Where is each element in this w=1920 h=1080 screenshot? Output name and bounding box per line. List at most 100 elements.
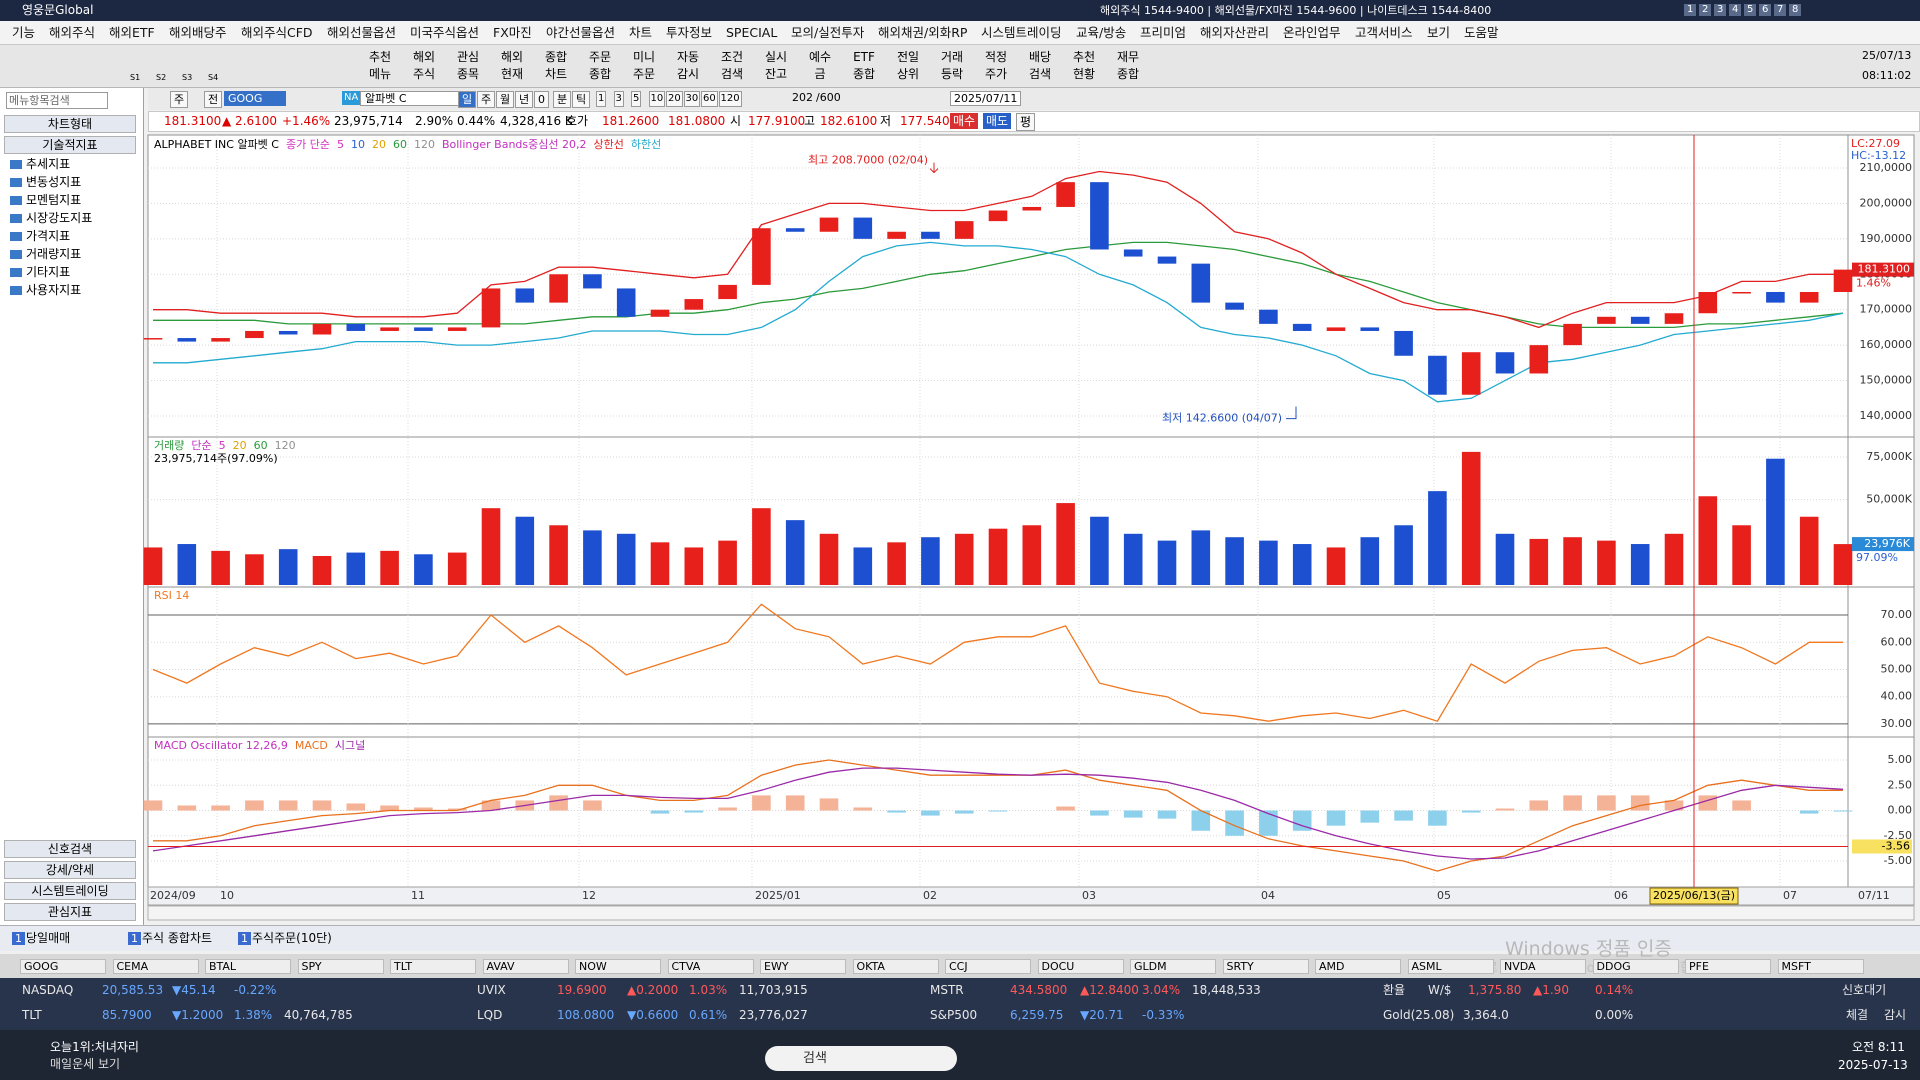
ticker-tab[interactable]: GLDM (1130, 959, 1216, 974)
toolbar-button[interactable]: 검색 (1020, 68, 1060, 80)
menu-item[interactable]: 야간선물옵션 (546, 27, 615, 40)
layout-tab[interactable]: 7 (1774, 4, 1786, 16)
toolbar-button[interactable]: 관심 (448, 51, 488, 63)
ticker-tab[interactable]: SRTY (1223, 959, 1309, 974)
indicator-folder[interactable]: 사용자지표 (10, 284, 81, 296)
ticker-tab[interactable]: EWY (760, 959, 846, 974)
menu-item[interactable]: 모의/실전투자 (791, 27, 864, 40)
prev-button[interactable]: 전 (204, 91, 222, 108)
ticker-tab[interactable]: NOW (575, 959, 661, 974)
toolbar-button[interactable]: 거래 (932, 51, 972, 63)
menu-item[interactable]: 교육/방송 (1076, 27, 1126, 40)
count-button[interactable]: 5 (631, 91, 641, 107)
layout-tab[interactable]: 4 (1729, 4, 1741, 16)
toolbar-button[interactable]: 자동 (668, 51, 708, 63)
count-button[interactable]: 3 (614, 91, 624, 107)
indicator-folder[interactable]: 거래량지표 (10, 248, 81, 260)
unit-select[interactable]: 주 (170, 91, 188, 108)
toolbar-button[interactable]: 종합 (844, 68, 884, 80)
indicator-folder[interactable]: 가격지표 (10, 230, 70, 242)
sell-button[interactable]: 매도 (983, 113, 1011, 129)
toolbar-button[interactable]: 예수 (800, 51, 840, 63)
menu-item[interactable]: 보기 (1427, 27, 1450, 40)
toolbar-button[interactable]: 종합 (1108, 68, 1148, 80)
toolbar-button[interactable]: 적정 (976, 51, 1016, 63)
menu-search[interactable]: 메뉴항목검색 (6, 92, 108, 109)
menu-item[interactable]: 해외주식 (49, 27, 95, 40)
count-button[interactable]: 1 (596, 91, 606, 107)
period-button[interactable]: 주 (477, 91, 495, 108)
count-button[interactable]: 120 (719, 91, 742, 107)
toolbar-button[interactable]: 전일 (888, 51, 928, 63)
period-button[interactable]: 년 (515, 91, 533, 108)
toolbar-button[interactable]: 주가 (976, 68, 1016, 80)
ticker-tab[interactable]: CTVA (668, 959, 754, 974)
toolbar-button[interactable]: 감시 (668, 68, 708, 80)
toolbar-button[interactable]: 종목 (448, 68, 488, 80)
period-button[interactable]: 0 (534, 91, 549, 108)
tab[interactable]: 당일매매 (26, 932, 70, 944)
indicator-folder[interactable]: 추세지표 (10, 158, 70, 170)
toolbar-button[interactable]: 해외 (404, 51, 444, 63)
menu-item[interactable]: 미국주식옵션 (410, 27, 479, 40)
count-button[interactable]: 10 (649, 91, 666, 107)
period-button[interactable]: 월 (496, 91, 514, 108)
count-button[interactable]: 20 (666, 91, 683, 107)
toolbar-button[interactable]: 등락 (932, 68, 972, 80)
menu-item[interactable]: 해외배당주 (169, 27, 227, 40)
toolbar-button[interactable]: 메뉴 (360, 68, 400, 80)
toolbar-button[interactable]: 주식 (404, 68, 444, 80)
ticker-tab[interactable]: PFE (1685, 959, 1771, 974)
widget-subtitle[interactable]: 매일운세 보기 (50, 1058, 120, 1070)
toolbar-button[interactable]: 검색 (712, 68, 752, 80)
menu-item[interactable]: FX마진 (493, 27, 532, 40)
toolbar-button[interactable]: 상위 (888, 68, 928, 80)
toolbar-button[interactable]: 재무 (1108, 51, 1148, 63)
menu-item[interactable]: 해외채권/외화RP (878, 27, 967, 40)
indicator-folder[interactable]: 모멘텀지표 (10, 194, 81, 206)
toolbar-button[interactable]: 주문 (580, 51, 620, 63)
ticker-tab[interactable]: DDOG (1593, 959, 1679, 974)
ticker-tab[interactable]: NVDA (1500, 959, 1586, 974)
sidebar-button[interactable]: 강세/약세 (4, 861, 136, 879)
tab[interactable]: 주식주문(10단) (252, 932, 332, 944)
ticker-tab[interactable]: AVAV (483, 959, 569, 974)
toolbar-button[interactable]: 조건 (712, 51, 752, 63)
alert-watch[interactable]: 감시 (1884, 1009, 1906, 1021)
ticker-tab[interactable]: GOOG (20, 959, 106, 974)
toolbar-button[interactable]: 주문 (624, 68, 664, 80)
toolbar-button[interactable]: 현재 (492, 68, 532, 80)
toolbar-button[interactable]: 실시 (756, 51, 796, 63)
ticker-tab[interactable]: CCJ (945, 959, 1031, 974)
symbol-input[interactable]: GOOG (224, 91, 286, 106)
period-button[interactable]: 분 (553, 91, 571, 108)
indicator-folder[interactable]: 기타지표 (10, 266, 70, 278)
count-button[interactable]: 60 (701, 91, 718, 107)
layout-tab[interactable]: 5 (1744, 4, 1756, 16)
sidebar-tab[interactable]: 기술적지표 (4, 136, 136, 154)
period-button[interactable]: 틱 (572, 91, 590, 108)
ticker-tab[interactable]: ASML (1408, 959, 1494, 974)
menu-item[interactable]: 투자정보 (666, 27, 712, 40)
menu-item[interactable]: 시스템트레이딩 (981, 27, 1062, 40)
toolbar-button[interactable]: ETF (844, 51, 884, 63)
menu-item[interactable]: 차트 (629, 27, 652, 40)
toolbar-button[interactable]: 잔고 (756, 68, 796, 80)
ticker-tab[interactable]: MSFT (1778, 959, 1864, 974)
avg-button[interactable]: 평 (1016, 113, 1035, 131)
count-button[interactable]: 30 (684, 91, 701, 107)
toolbar-button[interactable]: 종합 (580, 68, 620, 80)
sidebar-button[interactable]: 관심지표 (4, 903, 136, 921)
ticker-tab[interactable]: AMD (1315, 959, 1401, 974)
layout-tab[interactable]: 8 (1789, 4, 1801, 16)
toolbar-button[interactable]: 미니 (624, 51, 664, 63)
period-button[interactable]: 일 (458, 91, 476, 108)
layout-tab[interactable]: 1 (1684, 4, 1696, 16)
layout-tab[interactable]: 2 (1699, 4, 1711, 16)
sidebar-button[interactable]: 시스템트레이딩 (4, 882, 136, 900)
toolbar-button[interactable]: 해외 (492, 51, 532, 63)
toolbar-button[interactable]: 차트 (536, 68, 576, 80)
taskbar-search[interactable]: 검색 (765, 1046, 957, 1071)
widget-title[interactable]: 오늘1위:처녀자리 (50, 1041, 139, 1053)
ticker-tab[interactable]: DOCU (1038, 959, 1124, 974)
